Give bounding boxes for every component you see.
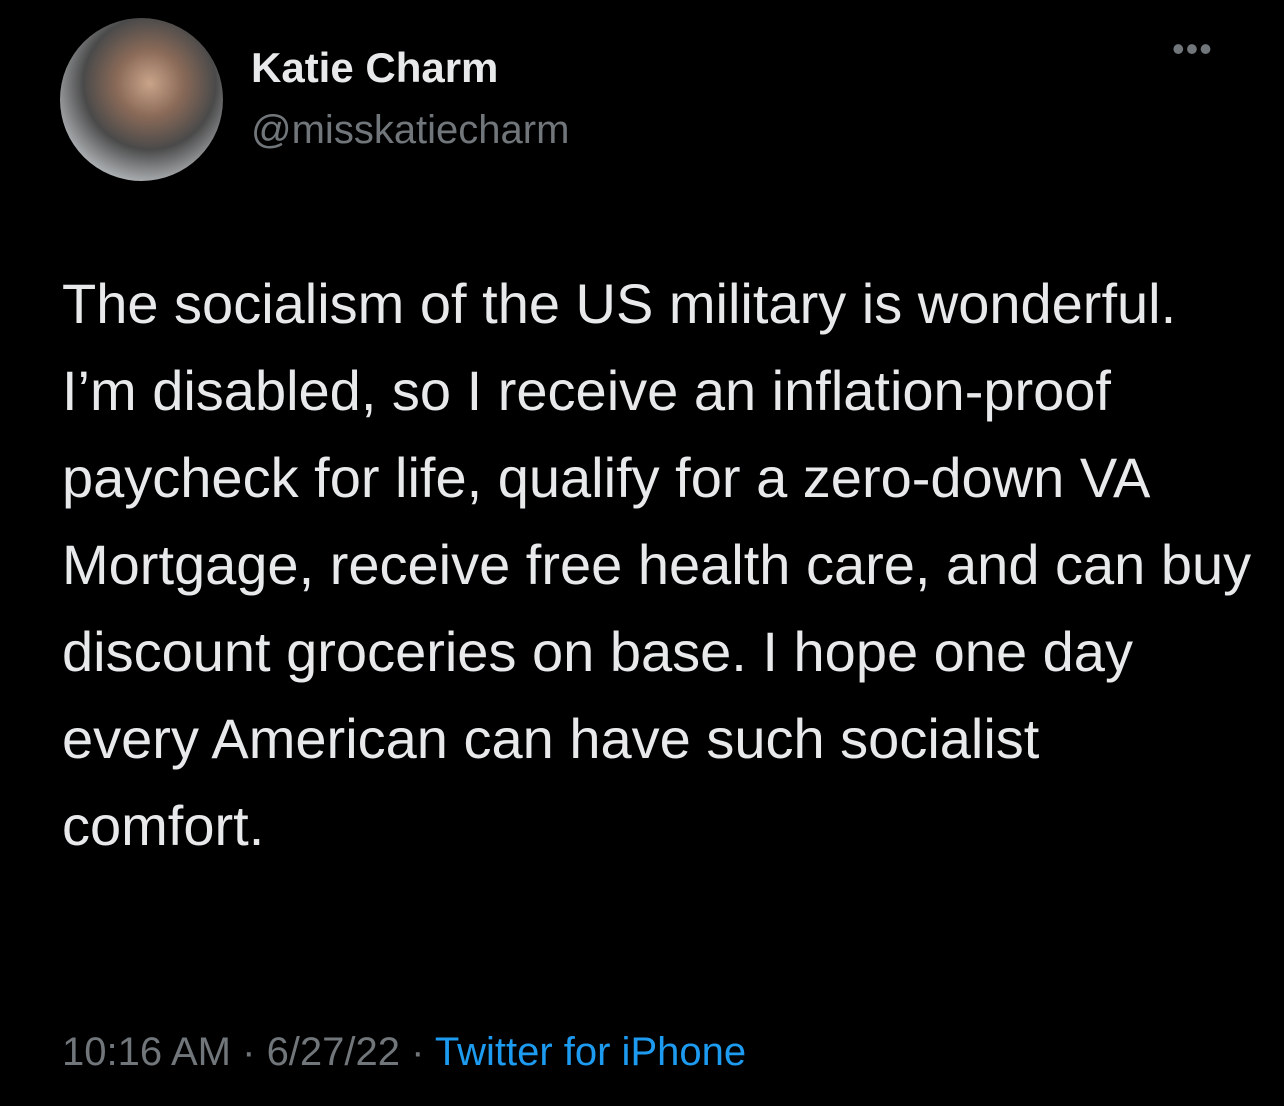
tweet-date[interactable]: 6/27/22 xyxy=(266,1030,401,1074)
tweet-source-link[interactable]: Twitter for iPhone xyxy=(434,1030,747,1074)
separator: · xyxy=(400,1030,435,1074)
more-options-ellipsis-icon[interactable]: ••• xyxy=(1172,28,1213,69)
avatar[interactable] xyxy=(60,18,223,181)
separator: · xyxy=(231,1030,267,1074)
tweet-meta: 10:16 AM · 6/27/22 · Twitter for iPhone xyxy=(62,1030,746,1075)
tweet-time[interactable]: 10:16 AM xyxy=(62,1030,232,1074)
tweet-text: The socialism of the US military is wond… xyxy=(62,272,1252,857)
author-name[interactable]: Katie Charm xyxy=(251,44,499,91)
author-handle[interactable]: @misskatiecharm xyxy=(251,108,570,152)
